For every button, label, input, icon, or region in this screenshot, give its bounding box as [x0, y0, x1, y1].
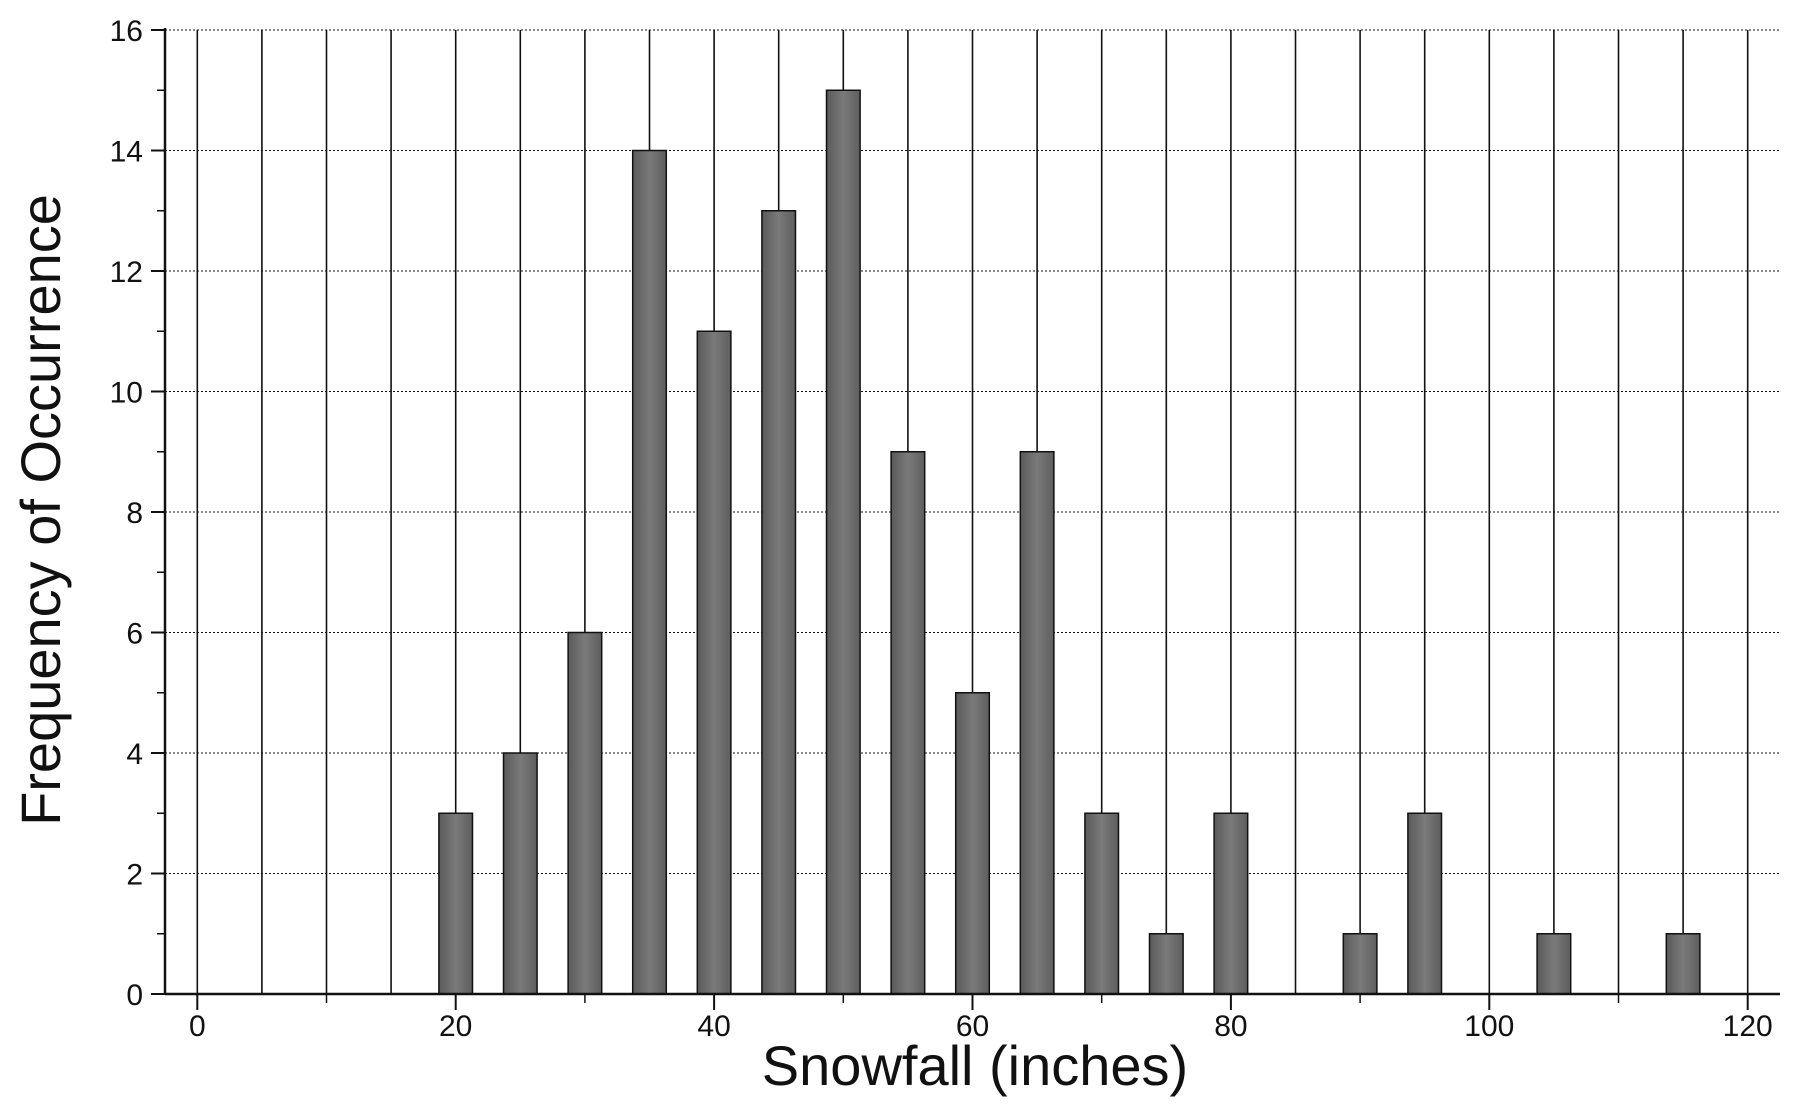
bar: [1407, 812, 1443, 995]
y-tick-label: 4: [126, 738, 143, 771]
y-tick-label: 6: [126, 618, 143, 651]
bar: [438, 812, 474, 995]
y-tick-label: 14: [110, 136, 143, 169]
x-axis-title: Snowfall (inches): [762, 1034, 1188, 1097]
bar: [825, 89, 861, 995]
bar: [954, 692, 991, 995]
y-tick-label: 2: [126, 859, 143, 892]
y-tick-label: 16: [110, 15, 143, 48]
y-tick-label: 0: [126, 979, 143, 1012]
bar: [1019, 451, 1055, 995]
bar: [1084, 812, 1120, 995]
x-tick-label: 20: [439, 1010, 472, 1043]
bar: [761, 210, 797, 995]
bar: [1213, 812, 1249, 995]
x-tick-label: 40: [697, 1010, 730, 1043]
bar: [1665, 933, 1701, 995]
x-tick-label: 0: [189, 1010, 206, 1043]
bar: [1148, 933, 1184, 995]
x-tick-label: 120: [1723, 1010, 1773, 1043]
bar: [567, 631, 603, 995]
bar: [696, 330, 732, 995]
y-axis-title: Frequency of Occurrence: [9, 194, 72, 826]
bar: [1342, 933, 1378, 995]
bar: [631, 149, 668, 995]
x-tick-label: 60: [956, 1010, 989, 1043]
tick-labels: 0 2 4 6 8 10 12 14 16 0 20 40 60 80 100 120: [110, 15, 1773, 1043]
y-tick-label: 12: [110, 256, 143, 289]
bar-series: [438, 89, 1701, 995]
x-tick-label: 80: [1214, 1010, 1247, 1043]
y-tick-label: 10: [110, 377, 143, 410]
y-tick-label: 8: [126, 497, 143, 530]
bar: [890, 451, 926, 995]
bar: [502, 752, 538, 995]
axes: [151, 28, 1780, 1010]
x-tick-label: 100: [1464, 1010, 1514, 1043]
bar: [1536, 933, 1572, 995]
